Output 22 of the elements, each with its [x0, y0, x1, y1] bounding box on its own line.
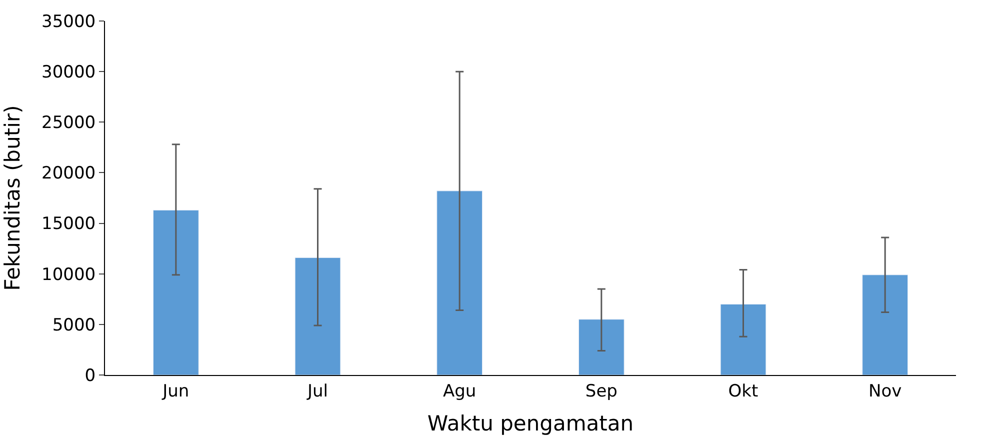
y-tick-label: 0 — [84, 366, 96, 386]
x-tick-label: Okt — [728, 381, 759, 402]
bar — [294, 257, 341, 375]
x-tick-label: Jul — [306, 381, 328, 402]
y-tick-label: 35000 — [42, 12, 96, 32]
bar — [436, 190, 483, 375]
bar — [862, 274, 908, 375]
x-tick-label: Nov — [868, 381, 902, 402]
x-axis-title: Waktu pengamatan — [427, 412, 634, 436]
bar — [578, 319, 624, 375]
y-axis-title: Fekunditas (butir) — [0, 105, 25, 291]
bar — [152, 210, 199, 375]
x-tick-label: Sep — [585, 381, 618, 402]
x-tick-label: Agu — [442, 381, 476, 402]
y-tick-label: 25000 — [42, 113, 96, 134]
y-tick-label: 20000 — [42, 164, 96, 184]
y-tick-label: 15000 — [42, 214, 96, 234]
y-tick-label: 30000 — [42, 62, 96, 83]
bar — [720, 304, 766, 375]
y-tick-label: 10000 — [42, 264, 96, 285]
y-tick-label: 5000 — [52, 315, 96, 336]
x-tick-label: Jun — [162, 381, 190, 402]
